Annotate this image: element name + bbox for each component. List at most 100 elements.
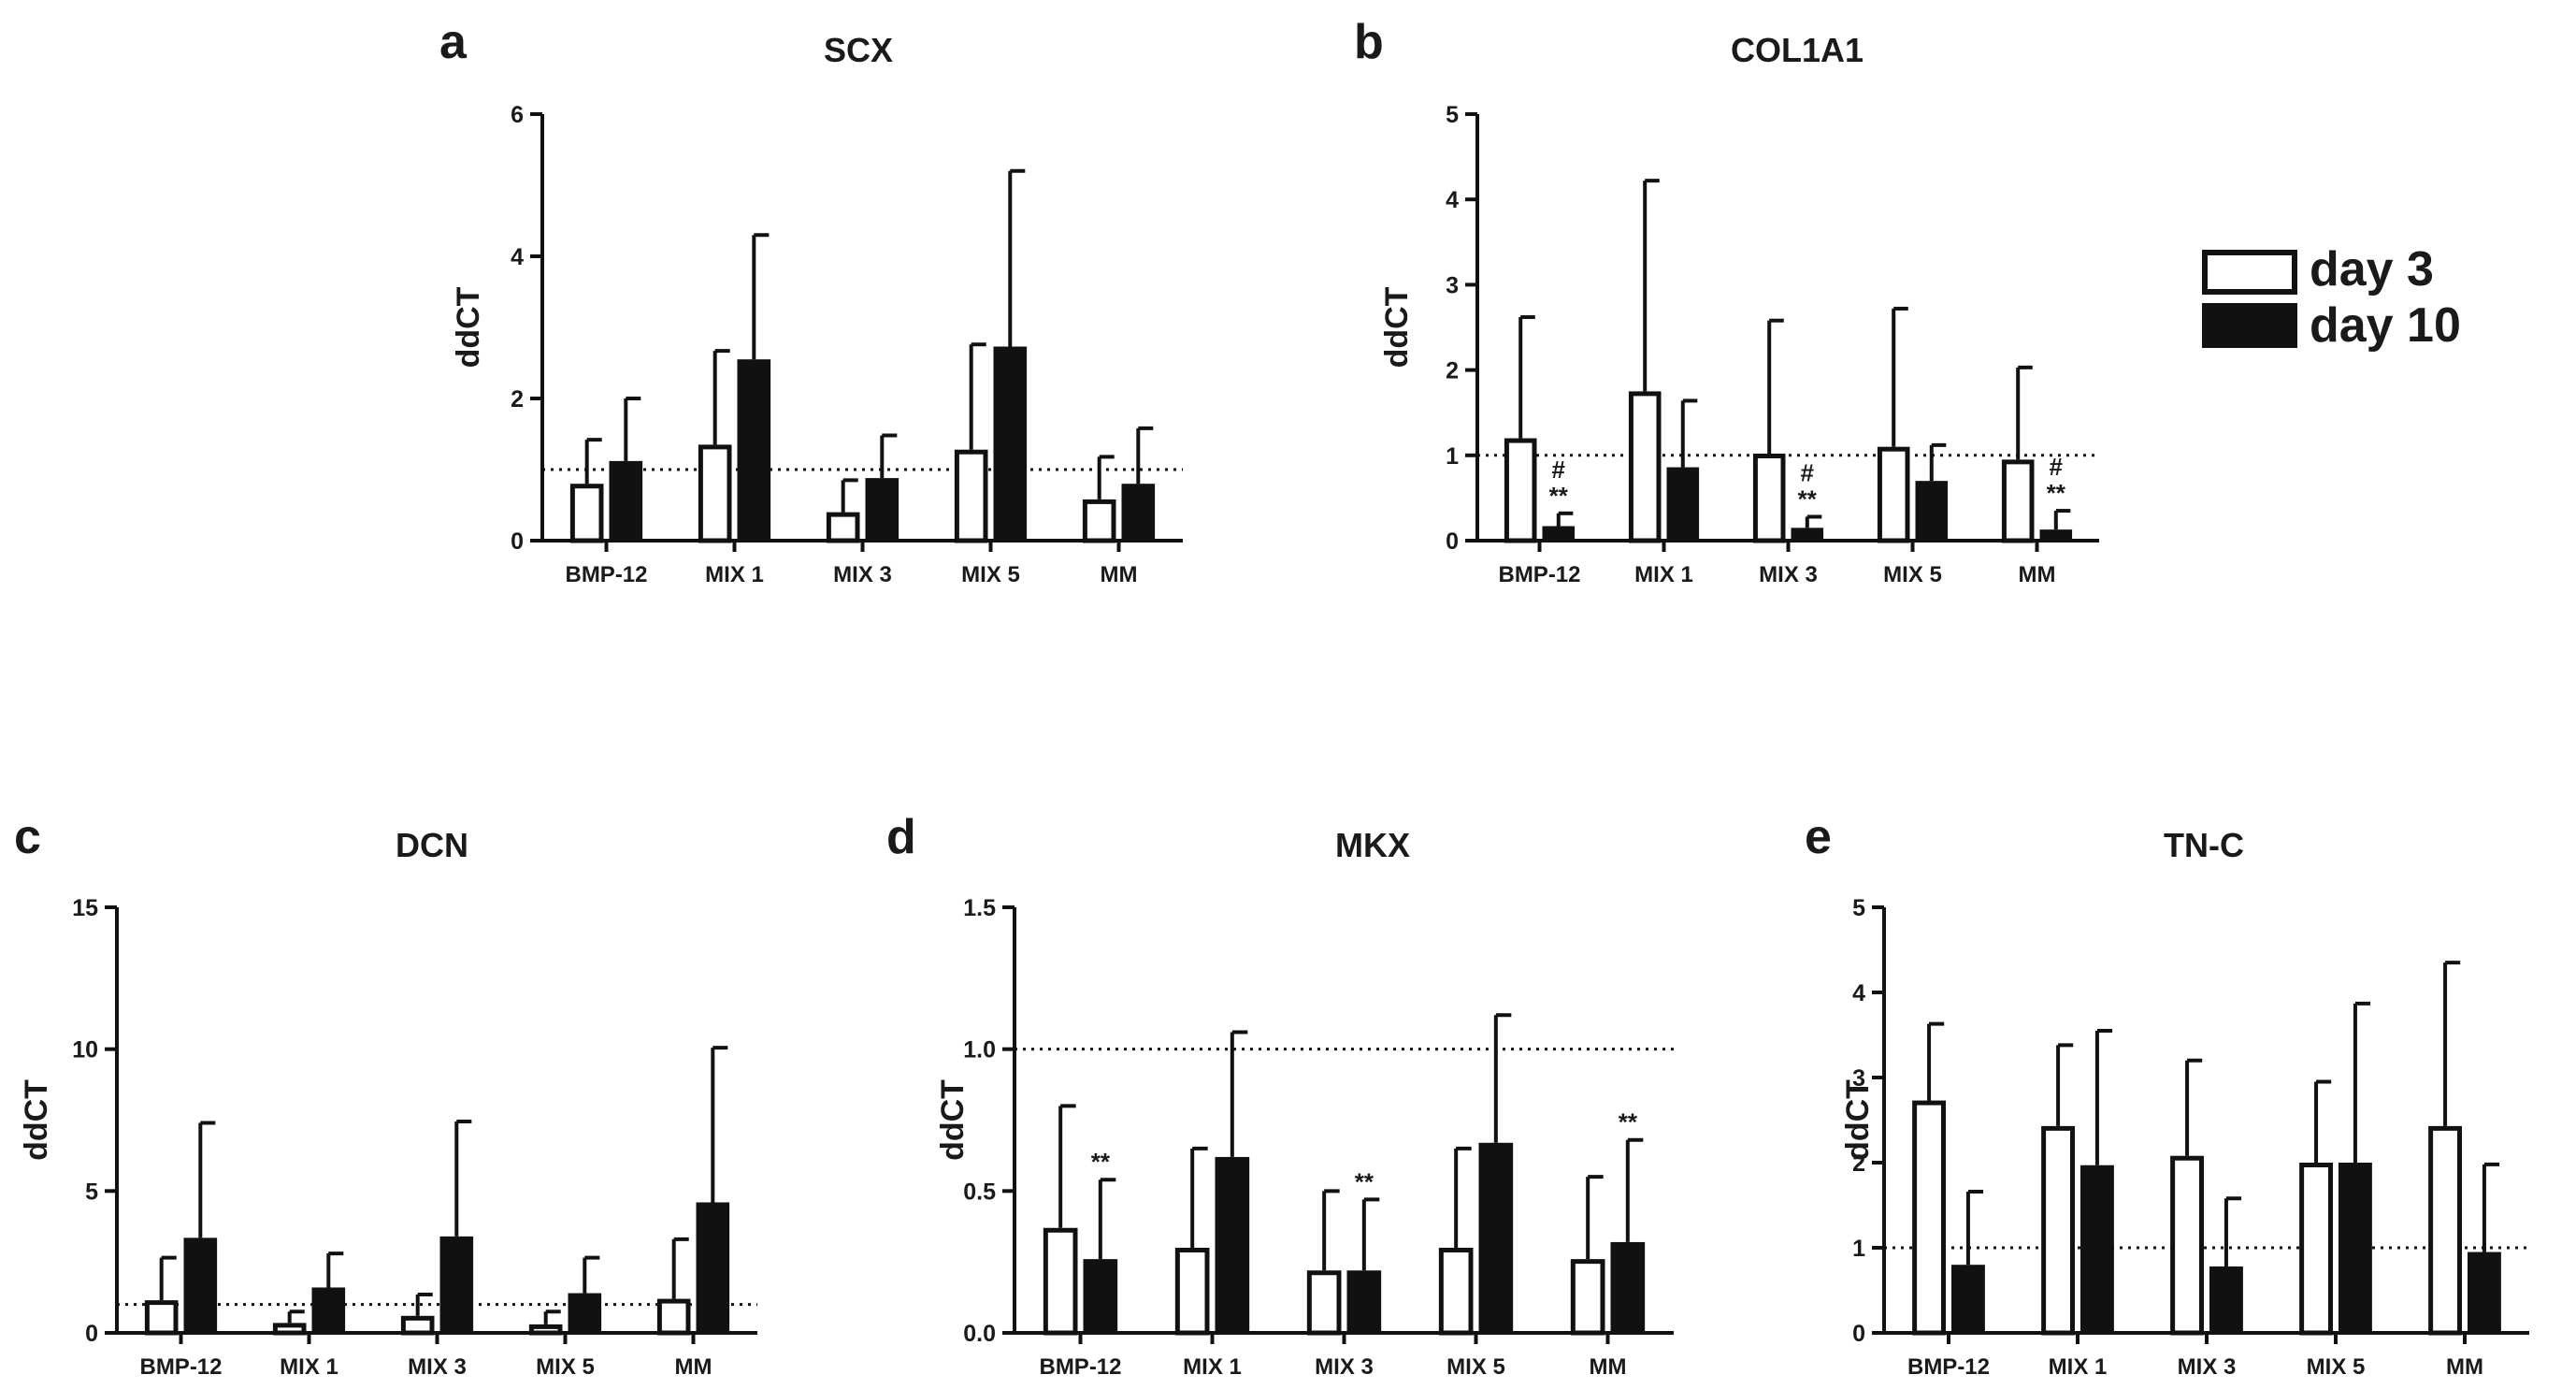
bar-day10	[439, 1236, 474, 1333]
bar-day10	[1478, 1142, 1514, 1333]
bar-day10	[1215, 1156, 1250, 1333]
y-tick-label: 5	[1852, 895, 1865, 921]
bar-day3	[1082, 499, 1116, 543]
bar-day10	[2339, 1163, 2372, 1333]
bar-day3	[698, 444, 732, 543]
panel-title: TN-C	[2164, 826, 2244, 864]
y-tick-label: 4	[1446, 187, 1459, 213]
y-tick-label: 0	[511, 528, 524, 555]
bar-day3	[954, 449, 988, 543]
significance-mark: **	[1619, 1108, 1638, 1136]
bar-day10	[311, 1287, 346, 1333]
y-tick-label: 1	[1446, 443, 1459, 470]
x-tick-label: MIX 5	[1446, 1354, 1505, 1380]
legend-label-day3: day 3	[2310, 242, 2434, 297]
bar-day10	[1083, 1259, 1118, 1333]
bar-day10	[696, 1202, 730, 1333]
x-tick-label: MM	[2019, 562, 2056, 587]
bar-day10	[183, 1237, 218, 1333]
panel-title: SCX	[824, 31, 893, 69]
panel-letter: e	[1805, 810, 1832, 864]
x-tick-label: MIX 5	[2307, 1354, 2366, 1380]
x-tick-label: MM	[2446, 1354, 2483, 1380]
bar-day3	[528, 1324, 563, 1336]
x-tick-label: MIX 1	[705, 562, 764, 587]
x-tick-label: BMP-12	[1039, 1354, 1121, 1380]
chart-panels: a SCX ddCT 0 2 4 6 BMP-12 MIX 1 MIX 3 MIX 5 MM b COL1…	[14, 15, 2529, 1380]
y-tick-label: 2	[1446, 358, 1459, 384]
y-tick-label: 5	[1446, 102, 1459, 128]
bar-day10	[1346, 1270, 1382, 1333]
panel-title: DCN	[396, 826, 468, 864]
bar-day10	[1666, 467, 1700, 541]
bar-day10	[568, 1293, 602, 1333]
y-axis-label: ddCT	[451, 286, 486, 368]
panel-title: MKX	[1335, 826, 1410, 864]
x-tick-label: MM	[1590, 1354, 1627, 1380]
x-tick-label: MIX 1	[2049, 1354, 2108, 1380]
bar-day3	[569, 484, 604, 543]
significance-mark: **	[1091, 1148, 1111, 1176]
bar-day10	[1542, 526, 1576, 541]
significance-mark-hash: #	[1552, 456, 1566, 484]
bar-day10	[1791, 528, 1824, 541]
y-tick-label: 10	[72, 1037, 98, 1063]
bar-day3	[1912, 1100, 1946, 1336]
bar-day3	[144, 1300, 179, 1336]
bar-day10	[2039, 529, 2073, 541]
significance-mark: **	[1549, 482, 1569, 510]
significance-mark: **	[1798, 485, 1818, 513]
x-tick-label: MIX 3	[833, 562, 892, 587]
legend-swatch-day10	[2202, 303, 2297, 348]
x-tick-label: MIX 3	[2178, 1354, 2237, 1380]
y-tick-label: 15	[72, 895, 98, 921]
x-tick-label: MM	[675, 1354, 712, 1380]
bar-day3	[272, 1323, 307, 1336]
y-tick-label: 1.0	[963, 1037, 996, 1063]
x-tick-label: MIX 3	[408, 1354, 467, 1380]
bar-day3	[826, 512, 860, 543]
panel-d: d MKX ddCT 0.0 0.5 1.0 1.5 BMP-12 ** MIX 1 MIX 3 **…	[886, 810, 1674, 1380]
bar-day3	[2428, 1125, 2463, 1336]
bar-day3	[1043, 1227, 1078, 1336]
panel-letter: d	[886, 810, 916, 864]
y-tick-label: 5	[85, 1179, 98, 1205]
y-tick-label: 0.5	[963, 1179, 996, 1205]
y-tick-label: 4	[511, 244, 524, 270]
legend: day 3 day 10	[2202, 242, 2461, 353]
x-tick-label: MIX 1	[1634, 562, 1693, 587]
panel-title: COL1A1	[1731, 31, 1864, 69]
y-tick-label: 0	[85, 1321, 98, 1347]
significance-mark-hash: #	[2050, 453, 2064, 481]
y-tick-label: 0	[1446, 528, 1459, 555]
bar-day10	[737, 359, 771, 541]
x-tick-label: BMP-12	[139, 1354, 222, 1380]
bar-day10	[1610, 1241, 1646, 1333]
x-tick-label: BMP-12	[1498, 562, 1580, 587]
legend-swatch-day3	[2202, 250, 2297, 295]
y-tick-label: 0.0	[963, 1321, 996, 1347]
y-tick-label: 1	[1852, 1236, 1865, 1262]
bar-day3	[2041, 1125, 2076, 1336]
panel-letter: c	[14, 810, 41, 864]
bar-day3	[656, 1298, 691, 1336]
bar-day3	[1504, 438, 1537, 543]
y-tick-label: 0	[1852, 1321, 1865, 1347]
legend-label-day10: day 10	[2310, 298, 2461, 353]
y-axis-label: ddCT	[1840, 1079, 1876, 1161]
panel-letter: a	[439, 15, 468, 69]
bar-day10	[993, 346, 1028, 541]
panel-letter: b	[1354, 15, 1384, 69]
y-axis-label: ddCT	[19, 1079, 54, 1161]
x-tick-label: MIX 5	[1883, 562, 1942, 587]
x-tick-label: MIX 1	[280, 1354, 338, 1380]
y-tick-label: 3	[1852, 1065, 1865, 1092]
bar-day3	[1306, 1270, 1342, 1336]
y-tick-label: 2	[511, 386, 524, 412]
bar-day3	[1438, 1248, 1474, 1336]
x-tick-label: MIX 5	[536, 1354, 595, 1380]
panel-c: c DCN ddCT 0 5 10 15 BMP-12 MIX 1 MIX 3 MIX 5 MM	[14, 810, 757, 1380]
x-tick-label: MIX 5	[961, 562, 1020, 587]
